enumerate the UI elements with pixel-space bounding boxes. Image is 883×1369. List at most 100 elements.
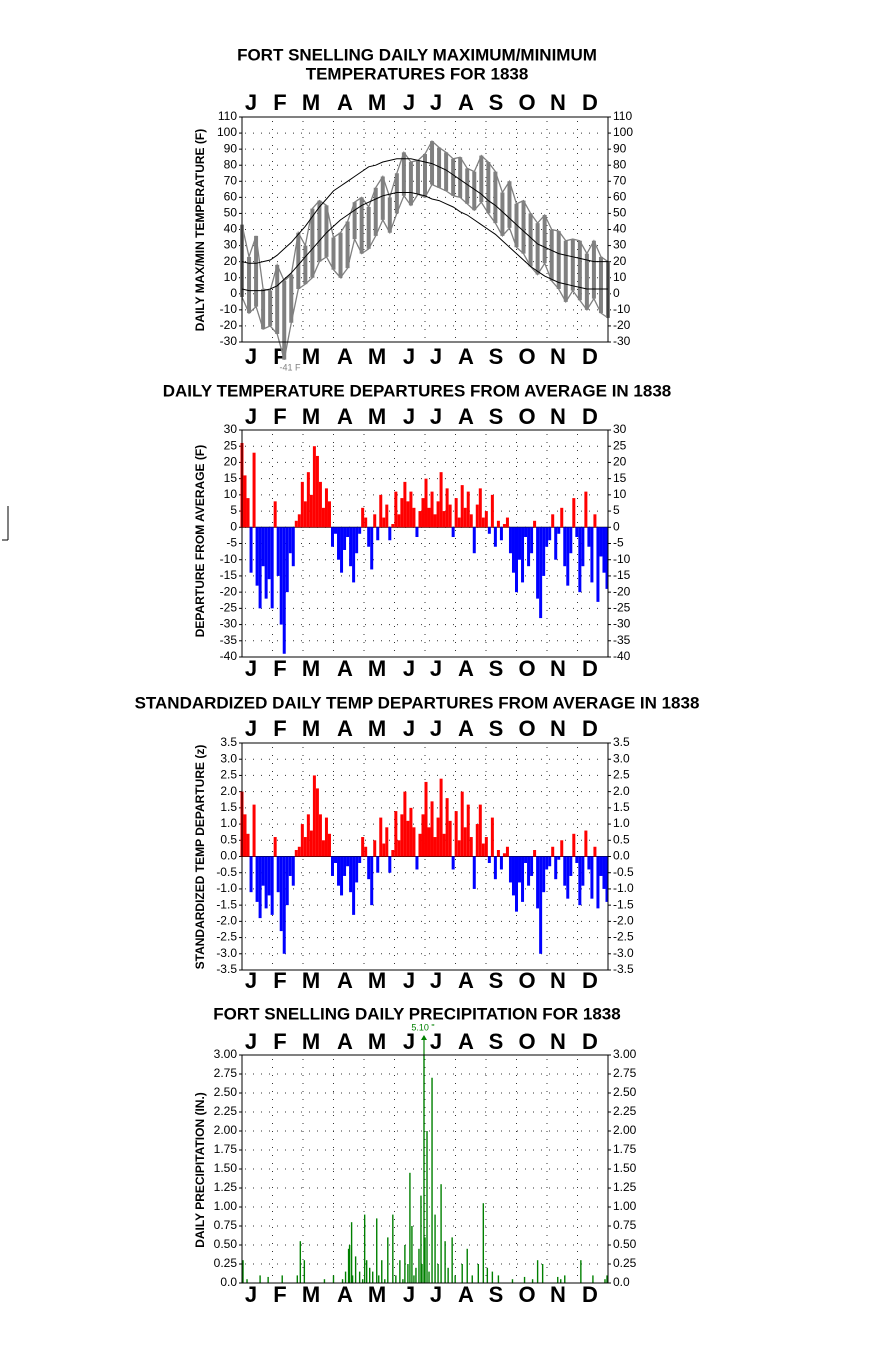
- y-tick-right: 80: [613, 157, 627, 171]
- negative-departure-bar: [602, 856, 606, 889]
- month-label-2: F: [273, 1282, 286, 1307]
- positive-departure-bar: [551, 846, 555, 857]
- positive-departure-bar: [318, 814, 322, 857]
- negative-departure-bar: [472, 527, 476, 554]
- positive-departure-bar: [436, 501, 440, 528]
- negative-departure-bar: [508, 527, 512, 554]
- positive-departure-bar: [454, 498, 458, 528]
- month-label-3: M: [302, 90, 320, 115]
- month-label-9: S: [489, 968, 504, 993]
- positive-departure-bar: [273, 837, 277, 857]
- y-tick-right: 1.75: [613, 1142, 637, 1156]
- negative-departure-bar: [590, 856, 594, 899]
- negative-departure-bar: [388, 856, 392, 873]
- negative-departure-bar: [590, 527, 594, 583]
- normal-maximum-line: [241, 158, 608, 264]
- y-tick-right: 50: [613, 206, 627, 220]
- negative-departure-bar: [548, 527, 552, 541]
- positive-departure-bar: [246, 833, 250, 857]
- negative-departure-bar: [282, 856, 286, 954]
- positive-departure-bar: [300, 824, 304, 857]
- positive-departure-bar: [457, 517, 461, 528]
- y-tick-right: -10: [613, 552, 631, 566]
- y-tick-left: -15: [220, 568, 238, 582]
- month-label-3: M: [302, 716, 320, 741]
- positive-departure-bar: [324, 488, 328, 528]
- month-label-12: D: [582, 716, 598, 741]
- y-tick-right: 10: [613, 487, 627, 501]
- positive-departure-bar: [400, 498, 404, 528]
- y-tick-right: 0: [613, 519, 620, 533]
- chart-title: STANDARDIZED DAILY TEMP DEPARTURES FROM …: [135, 693, 700, 712]
- negative-departure-bar: [340, 527, 344, 573]
- grid-lines: [245, 434, 605, 654]
- negative-departure-bar: [545, 856, 549, 870]
- negative-departure-bar: [487, 527, 491, 534]
- record-low-annotation: -41 F: [279, 362, 301, 372]
- positive-departure-bar: [484, 837, 488, 857]
- y-tick-right: 30: [613, 422, 627, 436]
- positive-departure-bar: [475, 824, 479, 857]
- y-tick-left: 40: [224, 222, 238, 236]
- month-label-1: J: [245, 968, 257, 993]
- month-label-10: O: [518, 90, 535, 115]
- negative-departure-bar: [288, 527, 292, 554]
- positive-departure-bar: [560, 507, 564, 528]
- y-tick-right: 1.25: [613, 1180, 637, 1194]
- negative-departure-bar: [261, 527, 265, 567]
- month-label-7: J: [430, 1029, 442, 1054]
- y-tick-left: 1.0: [220, 816, 237, 830]
- y-tick-right: 2.25: [613, 1104, 637, 1118]
- negative-departure-bar: [539, 856, 543, 954]
- negative-departure-bar: [527, 527, 531, 567]
- y-axis-label: STANDARDIZED TEMP DEPARTURE (z): [193, 745, 207, 970]
- departure-bars: [240, 442, 609, 654]
- month-label-2: F: [273, 716, 286, 741]
- standardized-departure-chart: STANDARDIZED DAILY TEMP DEPARTURES FROM …: [135, 693, 700, 992]
- negative-departure-bar: [270, 856, 274, 915]
- negative-departure-bar: [511, 856, 515, 896]
- y-tick-left: -3.0: [216, 946, 237, 960]
- positive-departure-bar: [466, 804, 470, 857]
- month-label-12: D: [582, 90, 598, 115]
- month-label-3: M: [302, 404, 320, 429]
- positive-departure-bar: [469, 514, 473, 528]
- negative-departure-bar: [545, 527, 549, 547]
- positive-departure-bar: [373, 840, 377, 857]
- positive-departure-bar: [469, 837, 473, 857]
- positive-departure-bar: [312, 446, 316, 528]
- y-tick-left: 100: [217, 125, 237, 139]
- month-label-12: D: [582, 968, 598, 993]
- month-label-4: A: [337, 968, 353, 993]
- negative-departure-bar: [355, 856, 359, 883]
- month-label-11: N: [550, 404, 566, 429]
- month-label-1: J: [245, 1282, 257, 1307]
- negative-departure-bar: [264, 527, 268, 599]
- negative-departure-bar: [596, 527, 600, 602]
- positive-departure-bar: [424, 478, 428, 528]
- negative-departure-bar: [596, 856, 600, 909]
- month-label-9: S: [489, 1029, 504, 1054]
- y-tick-left: -2.5: [216, 930, 237, 944]
- positive-departure-bar: [243, 475, 247, 528]
- month-label-2: F: [273, 968, 286, 993]
- negative-departure-bar: [554, 527, 558, 560]
- positive-departure-bar: [463, 507, 467, 528]
- y-tick-left: 1.00: [214, 1199, 238, 1213]
- daily-minimum-line: [241, 183, 609, 360]
- y-tick-right: 1.00: [613, 1199, 637, 1213]
- positive-departure-bar: [321, 840, 325, 857]
- y-tick-right: 5: [613, 503, 620, 517]
- month-label-11: N: [550, 716, 566, 741]
- positive-departure-bar: [439, 472, 443, 528]
- y-tick-left: 20: [224, 455, 238, 469]
- normal-minimum-line: [241, 192, 608, 292]
- positive-departure-bar: [409, 807, 413, 857]
- positive-departure-bar: [412, 827, 416, 857]
- negative-departure-bar: [587, 527, 591, 547]
- y-tick-left: 0.0: [220, 1275, 237, 1289]
- y-tick-left: 2.50: [214, 1085, 238, 1099]
- positive-departure-bar: [460, 485, 464, 528]
